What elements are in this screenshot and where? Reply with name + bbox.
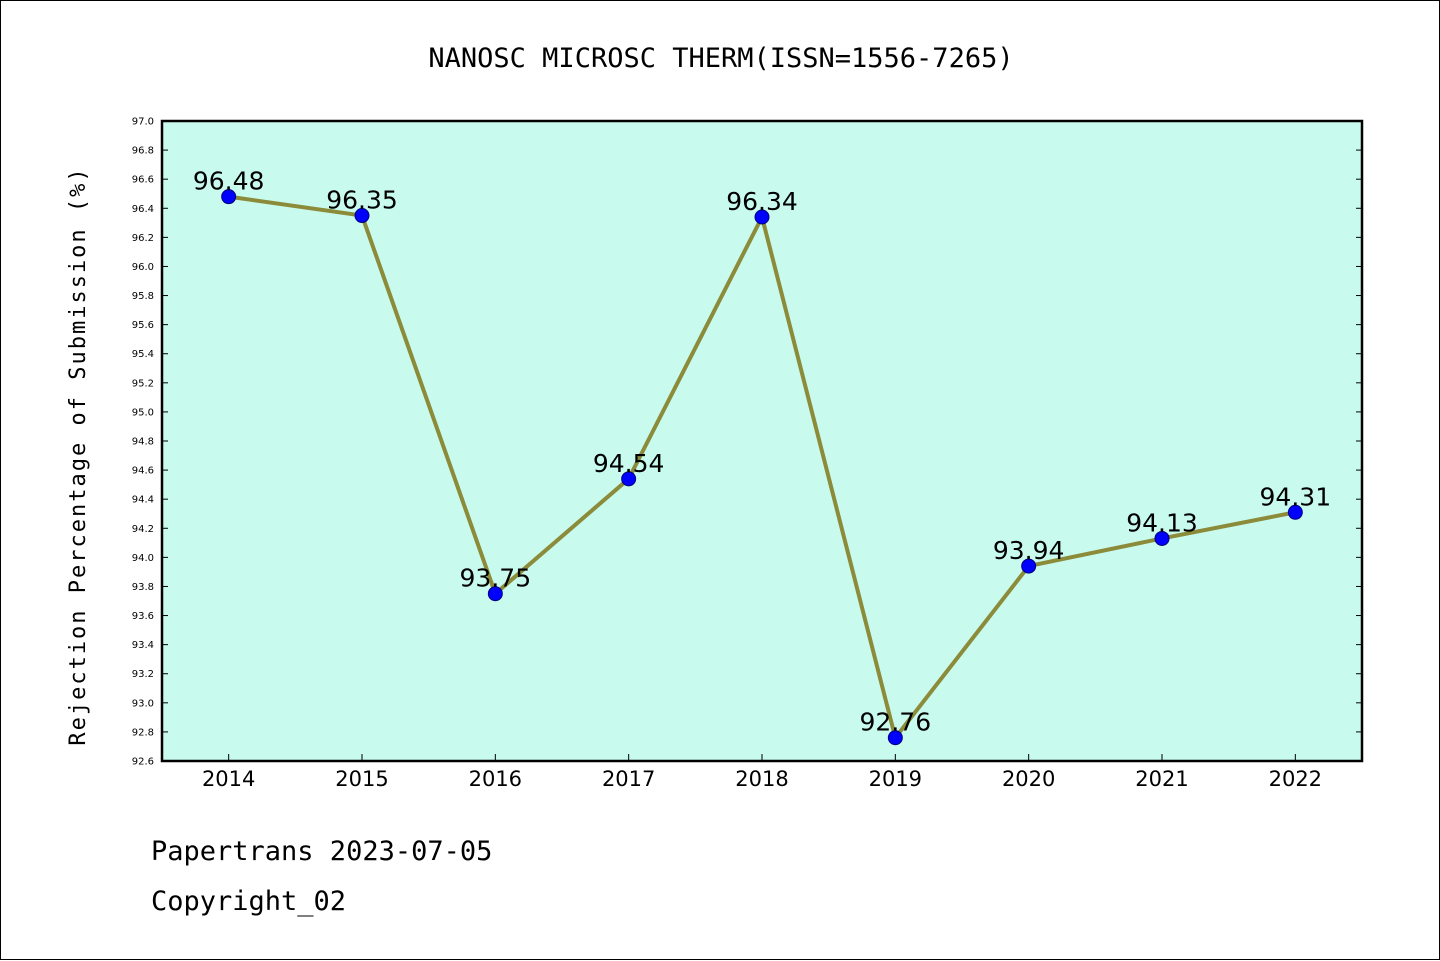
y-tick-label: 94.4: [132, 495, 154, 506]
data-point: [1154, 530, 1170, 546]
data-label: 96.48: [193, 167, 265, 196]
data-point: [487, 586, 503, 602]
data-point: [354, 208, 370, 224]
y-tick-label: 93.6: [132, 611, 154, 622]
y-tick-label: 94.2: [132, 524, 154, 535]
data-label: 94.13: [1126, 508, 1198, 537]
data-point: [887, 730, 903, 746]
y-tick-label: 95.2: [132, 378, 154, 389]
x-tick-label: 2022: [1269, 767, 1322, 791]
y-tick-label: 95.4: [132, 349, 154, 360]
y-tick-label: 94.8: [132, 437, 154, 448]
data-label: 93.75: [460, 564, 532, 593]
x-tick-label: 2020: [1002, 767, 1055, 791]
y-tick-label: 92.8: [132, 727, 154, 738]
y-tick-label: 96.0: [132, 262, 154, 273]
data-point: [621, 471, 637, 487]
footer-copyright: Copyright_02: [151, 886, 347, 917]
y-tick-label: 94.0: [132, 553, 154, 564]
y-axis-label: Rejection Percentage of Submission (%): [66, 166, 91, 745]
data-point: [1021, 558, 1037, 574]
y-tick-label: 95.0: [132, 407, 154, 418]
plot-background: [162, 121, 1362, 761]
x-tick-label: 2016: [469, 767, 522, 791]
y-tick-label: 95.6: [132, 320, 154, 331]
y-tick-label: 93.0: [132, 698, 154, 709]
x-tick-label: 2021: [1135, 767, 1188, 791]
data-label: 94.54: [593, 449, 665, 478]
x-tick-label: 2017: [602, 767, 655, 791]
x-tick-label: 2019: [869, 767, 922, 791]
chart-title: NANOSC MICROSC THERM(ISSN=1556-7265): [428, 43, 1013, 74]
data-point: [221, 189, 237, 205]
y-tick-label: 97.0: [132, 117, 154, 128]
y-tick-label: 93.8: [132, 582, 154, 593]
data-label: 94.31: [1260, 482, 1332, 511]
y-tick-label: 93.4: [132, 640, 154, 651]
data-point: [754, 209, 770, 225]
x-tick-label: 2014: [202, 767, 255, 791]
plot-area: 92.6 92.8 93.0 93.2 93.4 93.6 93.8 94.0 94.2 94.4…: [132, 117, 1364, 791]
plot-border: [160, 119, 1364, 763]
data-point: [1287, 504, 1303, 520]
x-tick-label: 2015: [335, 767, 388, 791]
y-tick-label: 96.6: [132, 175, 154, 186]
y-tick-label: 94.6: [132, 466, 154, 477]
data-label: 92.76: [860, 708, 932, 737]
data-label: 96.34: [726, 187, 798, 216]
y-tick-label: 96.4: [132, 204, 154, 215]
footer-date: Papertrans 2023-07-05: [151, 836, 493, 867]
y-tick-label: 96.2: [132, 233, 154, 244]
data-label: 93.94: [993, 536, 1065, 565]
x-tick-label: 2018: [735, 767, 788, 791]
y-tick-label: 96.8: [132, 146, 154, 157]
y-tick-label: 93.2: [132, 669, 154, 680]
y-tick-label: 95.8: [132, 291, 154, 302]
data-label: 96.35: [326, 186, 398, 215]
y-tick-label: 92.6: [132, 757, 154, 768]
